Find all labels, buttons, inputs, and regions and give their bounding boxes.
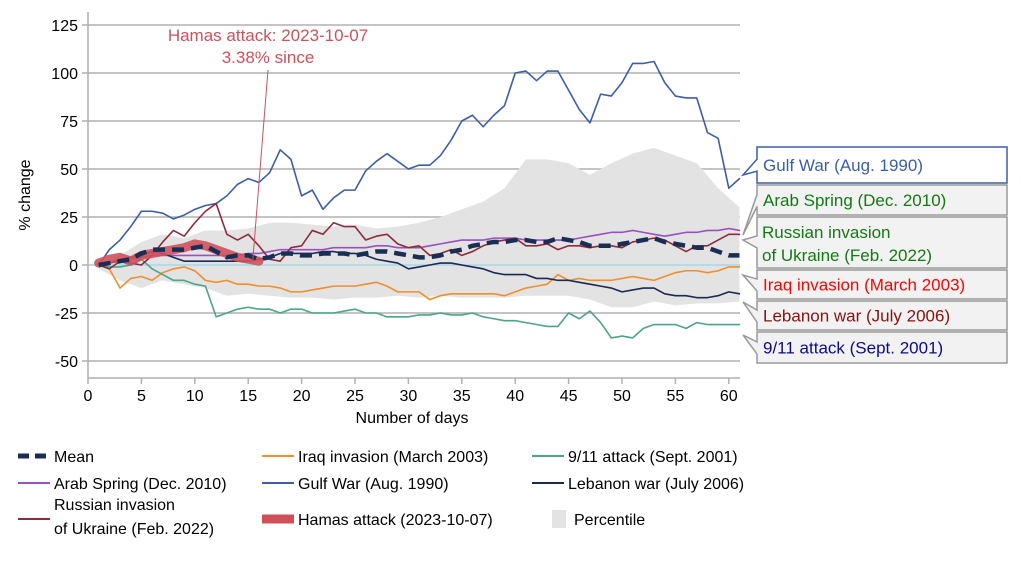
annotation-leader-line bbox=[252, 69, 269, 260]
legend-label: Russian invasion bbox=[54, 497, 175, 514]
legend-label: Lebanon war (July 2006) bbox=[568, 476, 744, 493]
y-tick-label: 50 bbox=[60, 162, 78, 179]
y-tick-label: 25 bbox=[60, 210, 78, 227]
annotation-line1: Hamas attack: 2023-10-07 bbox=[168, 26, 368, 45]
callout-label: Lebanon war (July 2006) bbox=[763, 307, 950, 326]
y-tick-label: 125 bbox=[51, 18, 78, 35]
legend-item-russian-invasion-of-ukraine-feb-2022-: Russian invasion of Ukraine (Feb. 2022) bbox=[18, 497, 214, 538]
y-tick-label: 75 bbox=[60, 114, 78, 131]
x-tick-label: 10 bbox=[186, 388, 204, 405]
hamas-annotation: Hamas attack: 2023-10-07 3.38% since bbox=[168, 26, 368, 260]
series-line-mean bbox=[98, 235, 740, 268]
legend-item-lebanon-war-july-2006-: Lebanon war (July 2006) bbox=[532, 476, 744, 493]
legend-swatch bbox=[552, 510, 566, 528]
callout-box bbox=[740, 269, 1008, 300]
annotation-line2: 3.38% since bbox=[222, 48, 315, 67]
y-tick-label: -25 bbox=[55, 306, 78, 323]
legend-label: Iraq invasion (March 2003) bbox=[298, 449, 488, 466]
legend-label: 9/11 attack (Sept. 2001) bbox=[568, 449, 738, 466]
x-tick-label: 35 bbox=[453, 388, 471, 405]
y-tick-label: 100 bbox=[51, 66, 78, 83]
legend-item-hamas-attack-2023-10-07-: Hamas attack (2023-10-07) bbox=[262, 512, 493, 529]
callout-gulf-war-aug-1990-: Gulf War (Aug. 1990) bbox=[740, 146, 1008, 184]
legend-item-9-11-attack-sept-2001-: 9/11 attack (Sept. 2001) bbox=[532, 449, 738, 466]
y-tick-label: 0 bbox=[69, 258, 78, 275]
callout-iraq-invasion-march-2003-: Iraq invasion (March 2003) bbox=[740, 269, 1008, 300]
x-tick-label: 15 bbox=[239, 388, 257, 405]
callout-box bbox=[742, 184, 1008, 236]
x-tick-label: 20 bbox=[293, 388, 311, 405]
callout-9-11-attack-sept-2001-: 9/11 attack (Sept. 2001) bbox=[742, 331, 1008, 364]
x-tick-label: 25 bbox=[346, 388, 364, 405]
series-line-arab-spring-dec-2010- bbox=[97, 227, 741, 266]
legend-label: Percentile bbox=[574, 512, 645, 529]
legend-item-mean: Mean bbox=[18, 449, 94, 466]
legend: Mean Iraq invasion (March 2003) 9/11 attac… bbox=[18, 449, 744, 538]
callout-arab-spring-dec-2010-: Arab Spring (Dec. 2010) bbox=[742, 184, 1008, 236]
callout-russian-invasion-of-ukraine-feb-2022-: Russian invasion of Ukraine (Feb. 2022) bbox=[741, 216, 1008, 269]
legend-label: Hamas attack (2023-10-07) bbox=[298, 512, 493, 529]
legend-item-percentile: Percentile bbox=[552, 510, 645, 529]
x-tick-label: 0 bbox=[84, 388, 93, 405]
x-axis-label: Number of days bbox=[356, 410, 469, 427]
callout-label: Gulf War (Aug. 1990) bbox=[763, 156, 923, 175]
callout-box bbox=[742, 331, 1008, 364]
series-line-iraq-invasion-march-2003- bbox=[97, 264, 741, 301]
series-line-gulf-war-aug-1990- bbox=[97, 60, 741, 266]
series-line-9-11-attack-sept-2001- bbox=[97, 258, 741, 339]
x-tick-label: 55 bbox=[667, 388, 685, 405]
axes: -50 -25 0 25 50 75 100 125 0 5 10 15 20 25 30 35 40 45 50 5… bbox=[51, 12, 740, 405]
legend-label: of Ukraine (Feb. 2022) bbox=[54, 521, 214, 538]
percentile-band bbox=[98, 147, 740, 308]
x-tick-label: 30 bbox=[400, 388, 418, 405]
series-lines bbox=[94, 60, 741, 339]
callout-box bbox=[740, 146, 1008, 184]
callout-label: of Ukraine (Feb. 2022) bbox=[762, 246, 932, 265]
series-callouts: Gulf War (Aug. 1990) Arab Spring (Dec. 20… bbox=[740, 146, 1008, 364]
x-tick-label: 60 bbox=[720, 388, 738, 405]
callout-box bbox=[742, 300, 1008, 331]
legend-item-gulf-war-aug-1990-: Gulf War (Aug. 1990) bbox=[262, 476, 449, 493]
x-tick-label: 40 bbox=[506, 388, 524, 405]
callout-label: Arab Spring (Dec. 2010) bbox=[763, 191, 946, 210]
callout-label: Russian invasion bbox=[762, 223, 891, 242]
legend-item-arab-spring-dec-2010-: Arab Spring (Dec. 2010) bbox=[18, 476, 227, 493]
y-tick-label: -50 bbox=[55, 354, 78, 371]
callout-box bbox=[741, 216, 1008, 269]
callout-label: 9/11 attack (Sept. 2001) bbox=[763, 339, 943, 358]
series-line-lebanon-war-july-2006- bbox=[97, 250, 741, 299]
x-tick-label: 45 bbox=[560, 388, 578, 405]
legend-item-iraq-invasion-march-2003-: Iraq invasion (March 2003) bbox=[262, 449, 488, 466]
callout-lebanon-war-july-2006-: Lebanon war (July 2006) bbox=[742, 300, 1008, 331]
percentile-area bbox=[98, 147, 740, 308]
legend-label: Mean bbox=[54, 449, 94, 466]
x-tick-label: 5 bbox=[137, 388, 146, 405]
legend-label: Arab Spring (Dec. 2010) bbox=[54, 476, 227, 493]
x-tick-label: 50 bbox=[613, 388, 631, 405]
callout-label: Iraq invasion (March 2003) bbox=[763, 276, 965, 295]
legend-label: Gulf War (Aug. 1990) bbox=[298, 476, 449, 493]
y-axis-label: % change bbox=[17, 159, 34, 230]
series-line-russian-invasion-of-ukraine-feb-2022- bbox=[97, 202, 741, 270]
